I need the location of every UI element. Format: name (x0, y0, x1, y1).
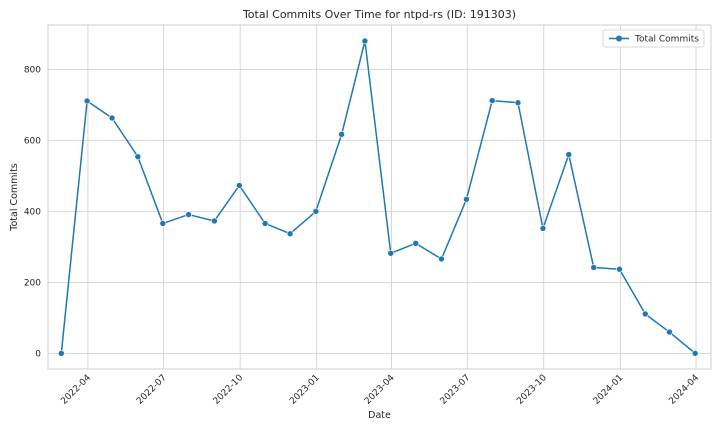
data-point (412, 240, 419, 247)
plot-area (48, 25, 711, 369)
data-point (539, 225, 547, 232)
series-layer (58, 37, 699, 357)
data-point (108, 114, 116, 122)
y-tick-label: 600 (24, 136, 41, 146)
x-axis-title: Date (368, 410, 391, 421)
data-point (666, 328, 673, 336)
data-point (641, 310, 649, 318)
data-point (438, 255, 445, 263)
data-point (286, 230, 294, 238)
data-point (261, 220, 269, 227)
chart-title: Total Commits Over Time for ntpd-rs (ID:… (242, 8, 516, 21)
data-point (58, 350, 65, 357)
data-point (134, 153, 142, 161)
y-tick-labels: 0 200 400 600 800 (24, 65, 41, 359)
data-point (565, 151, 573, 158)
data-point (361, 37, 369, 45)
data-point (514, 99, 522, 107)
y-tick-label: 800 (24, 65, 41, 75)
y-tick-label: 0 (35, 349, 41, 359)
series-line-total-commits (60, 40, 696, 354)
data-point (83, 97, 91, 105)
data-point (590, 264, 598, 271)
data-point (236, 182, 243, 189)
data-point (211, 217, 218, 225)
data-point (387, 249, 395, 257)
data-point (691, 350, 699, 357)
legend-entry-total-commits: Total Commits (634, 35, 699, 45)
data-point (159, 220, 167, 227)
data-point (338, 131, 345, 138)
legend-box (602, 29, 705, 48)
data-point (616, 265, 623, 273)
data-point (488, 97, 496, 104)
y-tick-label: 200 (24, 278, 41, 288)
y-tick-label: 400 (24, 207, 41, 217)
legend-series-marker (616, 35, 622, 42)
data-point (312, 208, 320, 215)
data-point (185, 211, 192, 218)
data-point (463, 196, 470, 203)
legend: Total Commits (602, 29, 705, 48)
plot-frame (47, 24, 712, 370)
y-axis-title: Total Commits (9, 163, 20, 232)
